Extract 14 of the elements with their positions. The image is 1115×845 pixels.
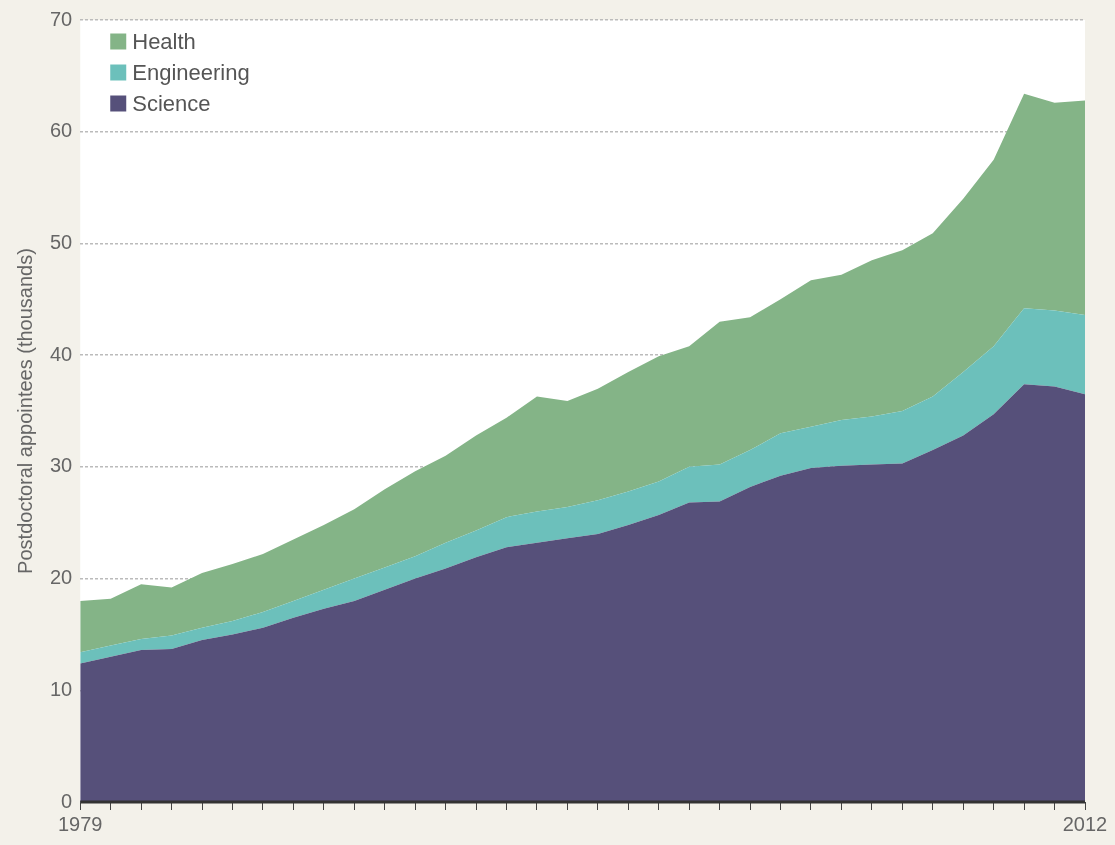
y-tick-label: 40: [50, 342, 73, 365]
legend-label: Engineering: [132, 59, 250, 85]
y-tick-label: 0: [61, 789, 73, 812]
legend-label: Science: [132, 90, 211, 116]
legend-label: Health: [132, 28, 196, 54]
x-tick-label: 2012: [1062, 812, 1108, 835]
y-axis-title: Postdoctoral appointees (thousands): [13, 248, 36, 574]
y-tick-label: 20: [50, 566, 73, 589]
y-tick-label: 70: [50, 7, 73, 30]
y-tick-label: 30: [50, 454, 73, 477]
y-tick-label: 60: [50, 119, 73, 142]
x-tick-label: 1979: [58, 812, 103, 835]
y-tick-label: 50: [50, 230, 73, 253]
y-tick-label: 10: [50, 677, 73, 700]
